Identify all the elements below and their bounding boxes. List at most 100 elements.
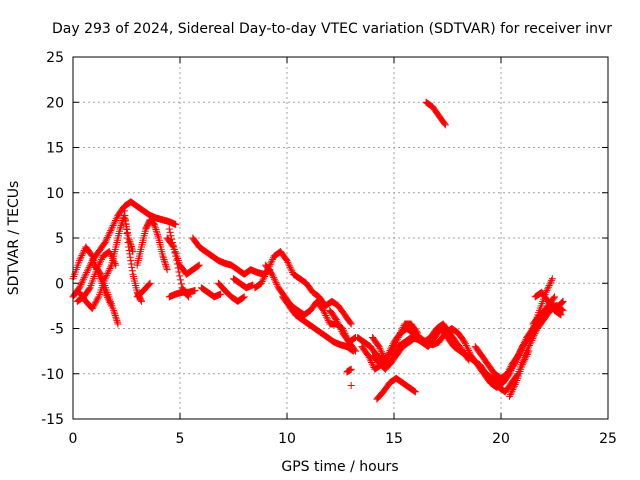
data-point	[367, 357, 375, 365]
data-point	[117, 222, 125, 230]
data-point	[514, 352, 522, 360]
data-point	[163, 266, 171, 274]
data-point	[531, 330, 539, 338]
data-point	[529, 333, 537, 341]
y-tick-label: 20	[46, 95, 64, 111]
data-point	[145, 280, 153, 288]
data-point	[347, 382, 355, 390]
data-point	[117, 223, 125, 231]
data-point	[127, 260, 135, 268]
data-point	[165, 225, 173, 233]
y-tick-label: 10	[46, 186, 64, 202]
data-point	[550, 294, 558, 302]
data-point	[517, 345, 525, 353]
data-point	[347, 320, 355, 328]
data-point	[78, 279, 86, 287]
data-point	[557, 299, 565, 307]
x-tick-label: 25	[599, 431, 617, 447]
data-point	[75, 257, 83, 265]
data-point	[379, 351, 387, 359]
data-point	[172, 252, 180, 260]
grid-lines	[72, 56, 609, 420]
data-point	[87, 260, 95, 268]
data-point	[128, 246, 136, 254]
data-point	[519, 340, 527, 348]
data-point	[153, 229, 161, 237]
data-point	[91, 299, 99, 307]
data-point	[414, 329, 422, 337]
data-point	[397, 328, 405, 336]
data-point	[116, 225, 124, 233]
data-point	[92, 297, 100, 305]
data-point	[102, 237, 110, 245]
data-point	[557, 311, 565, 319]
data-point	[321, 310, 329, 318]
data-point	[288, 267, 296, 275]
data-point	[152, 226, 160, 234]
data-point	[112, 215, 120, 223]
x-tick-label: 0	[69, 431, 78, 447]
data-point	[151, 222, 159, 230]
data-point	[530, 331, 538, 339]
data-point	[80, 274, 88, 282]
data-point	[272, 279, 280, 287]
data-point	[89, 303, 97, 311]
data-point	[160, 255, 168, 263]
y-tick-label: 0	[55, 276, 64, 292]
data-point	[323, 313, 331, 321]
data-point	[76, 282, 84, 290]
data-point	[268, 257, 276, 265]
data-point	[465, 356, 473, 364]
chart-title: Day 293 of 2024, Sidereal Day-to-day VTE…	[52, 21, 612, 37]
data-point	[519, 342, 527, 350]
data-point	[323, 315, 331, 323]
data-point	[391, 349, 399, 357]
data-point	[513, 354, 521, 362]
data-point	[77, 253, 85, 261]
data-point	[522, 354, 530, 362]
data-point	[268, 270, 276, 278]
data-point	[111, 218, 119, 226]
data-point	[173, 260, 181, 268]
data-point	[123, 225, 130, 233]
data-point	[79, 277, 87, 285]
data-point	[510, 384, 518, 392]
data-point	[126, 250, 134, 258]
data-point	[162, 261, 170, 269]
data-point	[441, 121, 449, 129]
data-point	[169, 242, 177, 250]
data-point	[461, 338, 469, 346]
data-point	[273, 280, 281, 288]
data-point	[527, 338, 535, 346]
data-point	[267, 259, 275, 267]
data-point	[97, 255, 105, 263]
data-point	[103, 271, 111, 279]
data-point	[112, 315, 120, 323]
data-point	[347, 365, 355, 373]
data-point	[544, 285, 552, 293]
data-point	[515, 351, 523, 359]
data-point	[546, 280, 554, 288]
data-point	[85, 263, 93, 271]
data-point	[259, 276, 267, 284]
data-point	[522, 352, 530, 360]
data-point	[110, 306, 118, 314]
data-point	[461, 340, 469, 348]
data-point	[104, 232, 112, 240]
data-point	[112, 313, 120, 321]
data-point	[559, 297, 567, 305]
data-point	[91, 300, 99, 308]
data-point	[393, 346, 401, 354]
y-tick-label: -5	[50, 322, 64, 338]
data-point	[105, 266, 113, 274]
data-point	[516, 347, 524, 355]
data-point	[152, 227, 160, 235]
data-point	[177, 280, 185, 288]
data-point	[462, 341, 470, 349]
data-point	[532, 328, 540, 336]
data-point	[375, 343, 383, 351]
x-tick-labels: 0 5 10 15 20 25	[69, 431, 617, 447]
data-point	[111, 311, 119, 319]
data-point	[523, 351, 531, 359]
